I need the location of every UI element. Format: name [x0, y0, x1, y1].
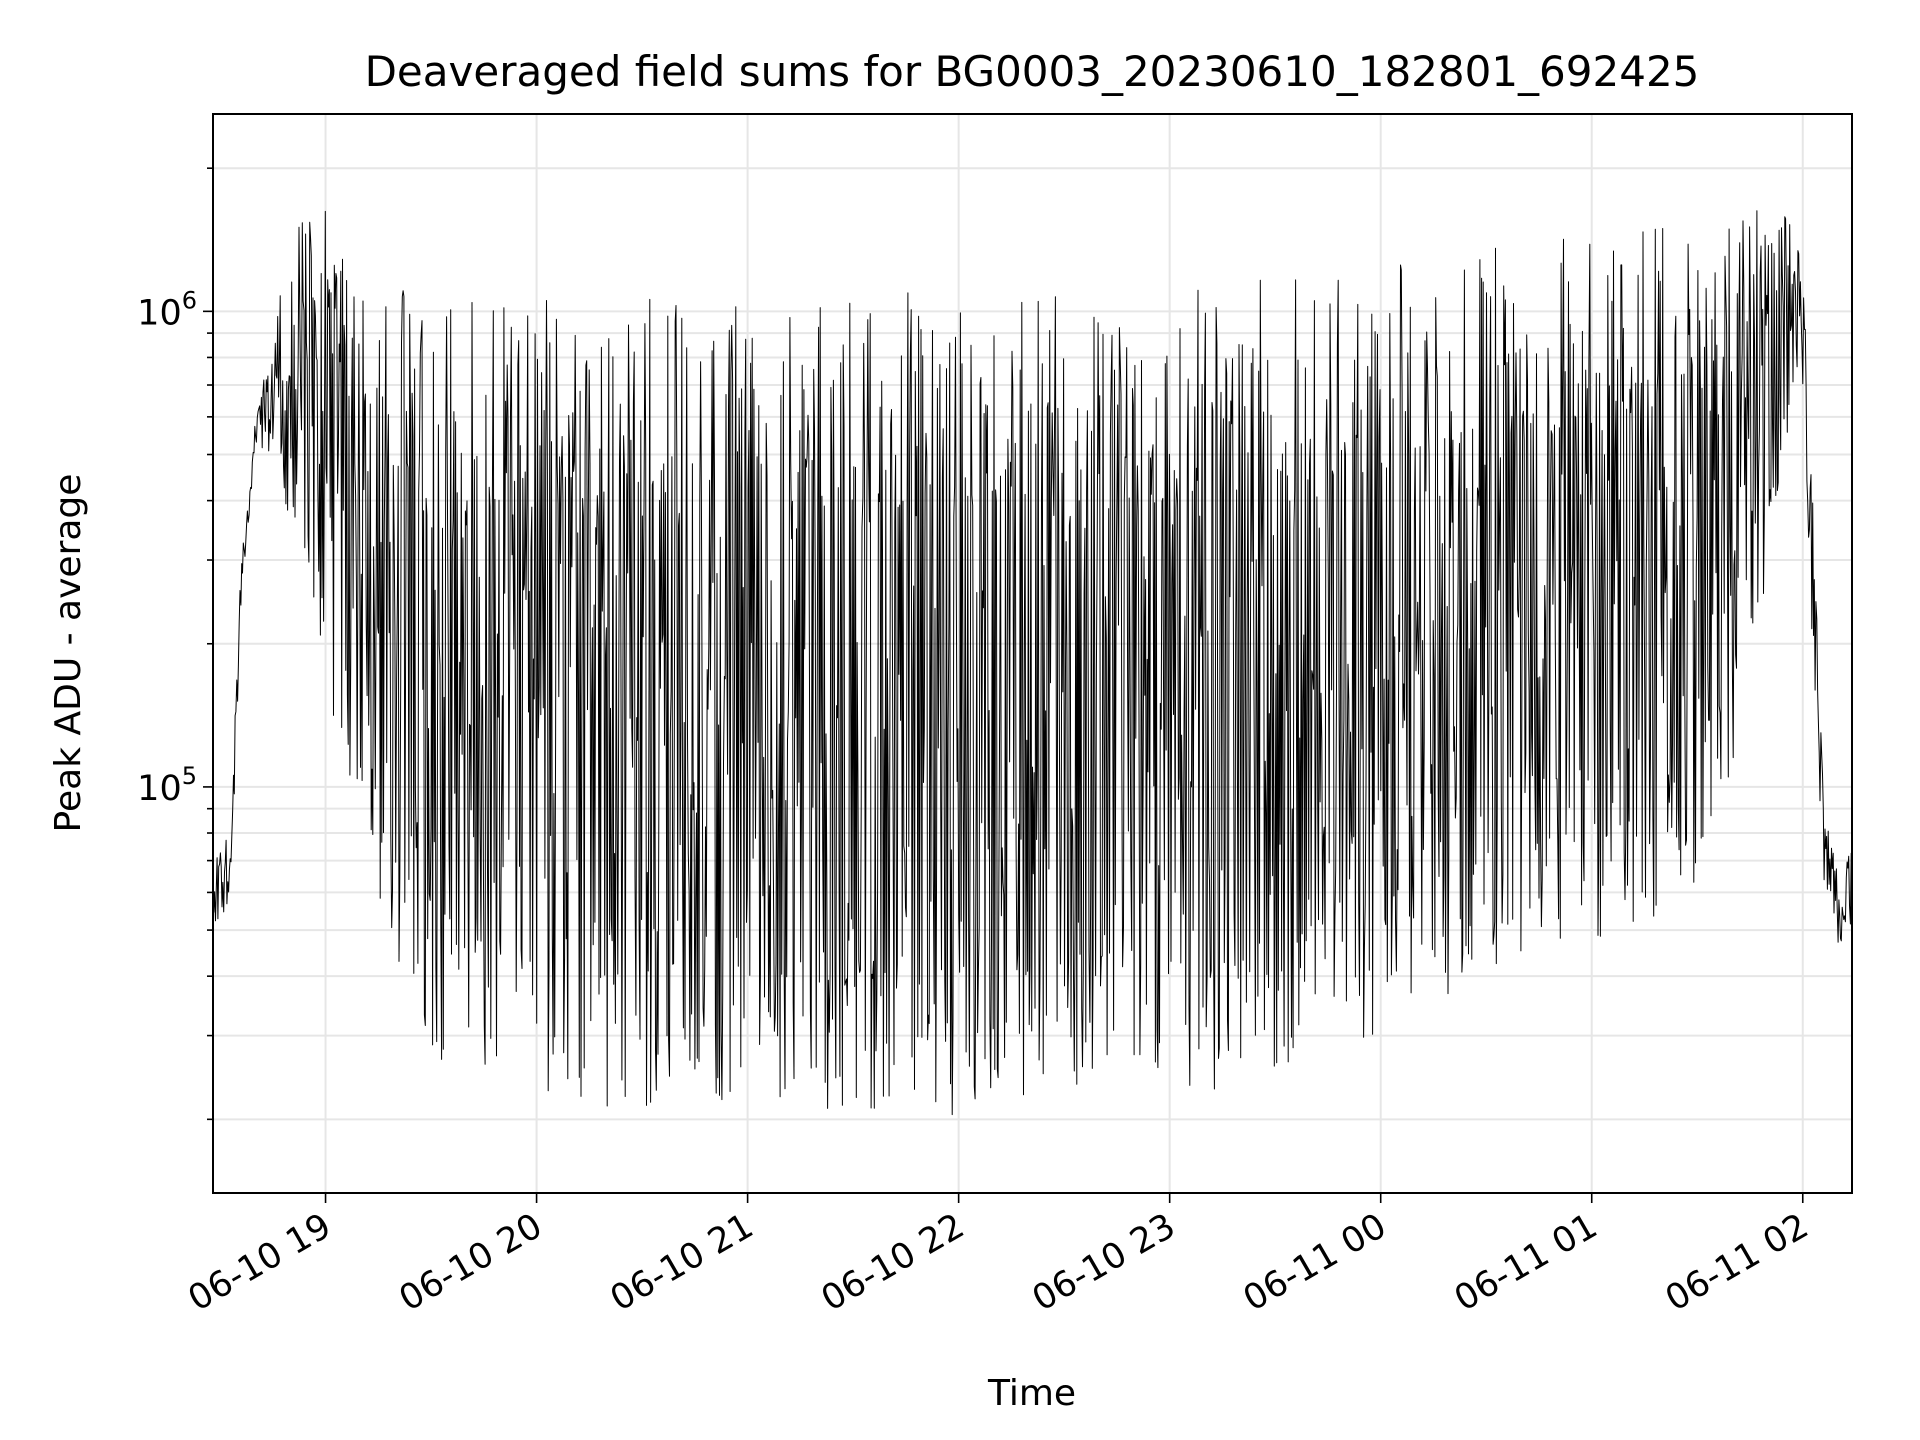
y-tick-base: 10 — [137, 769, 182, 809]
x-tick-label: 06-10 23 — [1026, 1206, 1182, 1319]
plot-area-frame — [212, 113, 1853, 1194]
x-tick-label: 06-11 00 — [1237, 1206, 1393, 1319]
y-tick-base: 10 — [137, 293, 182, 333]
x-tick-label: 06-11 01 — [1448, 1206, 1604, 1319]
series-group — [212, 210, 1853, 1116]
grid-lines — [213, 114, 1852, 1193]
y-axis-label: Peak ADU - average — [48, 474, 89, 833]
y-tick-label: 105 — [137, 762, 197, 809]
x-tick-label: 06-10 21 — [604, 1206, 760, 1319]
series-line — [212, 210, 1853, 1116]
x-tick-label: 06-10 20 — [393, 1206, 549, 1319]
x-axis: 06-10 19 06-10 20 06-10 21 06-10 22 06-10 23… — [182, 1193, 1815, 1319]
x-tick-label: 06-10 22 — [815, 1206, 971, 1319]
x-tick-label: 06-11 02 — [1659, 1206, 1815, 1319]
chart-title: Deaveraged field sums for BG0003_2023061… — [365, 47, 1700, 96]
y-tick-label: 106 — [137, 286, 197, 333]
x-axis-label: Time — [987, 1373, 1076, 1414]
x-tick-label: 06-10 19 — [182, 1206, 338, 1319]
y-tick-exponent: 6 — [182, 286, 197, 314]
y-tick-exponent: 5 — [182, 762, 197, 790]
